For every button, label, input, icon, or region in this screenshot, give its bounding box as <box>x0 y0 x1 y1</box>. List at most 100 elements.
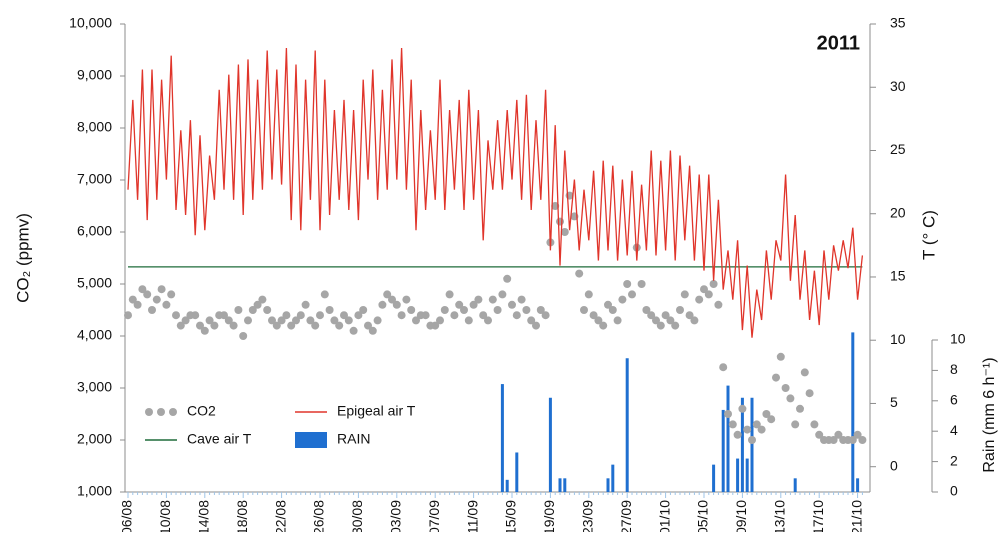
point <box>762 410 771 418</box>
point <box>690 316 699 325</box>
legend-symbol <box>169 408 177 416</box>
point <box>709 280 718 288</box>
point <box>407 306 416 314</box>
rain-bar <box>740 397 744 492</box>
point <box>714 300 723 309</box>
point <box>440 306 449 314</box>
rain-bar <box>500 384 504 492</box>
point <box>445 290 454 299</box>
point <box>719 363 728 372</box>
rain-bar <box>606 478 610 492</box>
point <box>584 290 593 299</box>
point <box>498 290 507 299</box>
y3-tick-label: 8 <box>950 361 958 377</box>
point <box>527 316 536 325</box>
point <box>464 316 473 325</box>
point <box>517 295 526 304</box>
point <box>272 321 281 330</box>
x-tick-label: 09/10 <box>733 500 749 532</box>
point <box>796 404 804 413</box>
point <box>344 316 353 325</box>
point <box>143 290 152 299</box>
point <box>728 420 737 429</box>
point <box>541 311 550 320</box>
point <box>623 280 632 288</box>
point <box>301 300 310 309</box>
point <box>810 420 819 429</box>
rain-bar <box>563 478 567 492</box>
y2-tick-label: 25 <box>890 141 906 157</box>
point <box>383 290 392 299</box>
point <box>124 311 132 320</box>
x-tick-label: 01/10 <box>656 500 672 532</box>
point <box>580 306 588 314</box>
point <box>128 295 137 304</box>
point <box>680 290 689 299</box>
point <box>613 316 622 325</box>
point <box>431 321 440 330</box>
point <box>373 316 382 325</box>
point <box>479 311 488 320</box>
point <box>311 321 320 330</box>
point <box>484 316 492 325</box>
point <box>402 295 411 304</box>
point <box>335 321 344 330</box>
point <box>220 311 228 320</box>
point <box>522 306 531 314</box>
point <box>263 306 272 314</box>
x-tick-label: 10/08 <box>157 500 173 532</box>
point <box>594 316 603 325</box>
point <box>455 300 464 309</box>
point <box>320 290 329 299</box>
x-tick-label: 27/09 <box>618 500 634 532</box>
legend-symbol <box>295 432 327 448</box>
point <box>181 316 190 325</box>
point <box>589 311 598 320</box>
point <box>608 306 617 314</box>
point <box>172 311 180 320</box>
x-tick-label: 06/08 <box>119 500 135 532</box>
point <box>733 430 742 439</box>
rain-bar <box>856 478 860 492</box>
y-tick-label: 3,000 <box>77 379 112 395</box>
point <box>642 306 651 314</box>
point <box>287 321 296 330</box>
point <box>292 316 300 325</box>
y-tick-label: 7,000 <box>77 171 112 187</box>
y2-tick-label: 35 <box>890 15 906 31</box>
y-tick-label: 6,000 <box>77 223 112 239</box>
point <box>205 316 214 325</box>
point <box>229 321 238 330</box>
rain-bar <box>712 464 716 492</box>
point <box>436 316 444 325</box>
y2-axis-title: T (° C) <box>919 210 938 260</box>
rain-bar <box>726 385 730 492</box>
point <box>239 332 248 340</box>
point <box>652 316 660 325</box>
rain-bar <box>745 458 749 492</box>
y2-tick-label: 15 <box>890 268 906 284</box>
y2-tick-label: 20 <box>890 204 906 220</box>
point <box>397 311 406 320</box>
point <box>200 326 209 335</box>
x-tick-label: 05/10 <box>695 500 711 532</box>
point <box>786 394 795 403</box>
legend-symbol <box>145 408 153 416</box>
point <box>781 384 790 392</box>
y3-tick-label: 0 <box>950 483 958 499</box>
rain-bar <box>505 479 509 492</box>
point <box>378 300 387 309</box>
point <box>647 311 656 320</box>
y2-tick-label: 0 <box>890 457 898 473</box>
point <box>469 300 478 309</box>
y-tick-label: 2,000 <box>77 431 112 447</box>
y3-tick-label: 4 <box>950 422 958 438</box>
point <box>152 295 161 304</box>
point <box>685 311 694 320</box>
point <box>148 306 156 314</box>
point <box>656 321 665 330</box>
point <box>488 295 497 304</box>
rain-bar <box>548 397 552 492</box>
point <box>637 280 646 288</box>
